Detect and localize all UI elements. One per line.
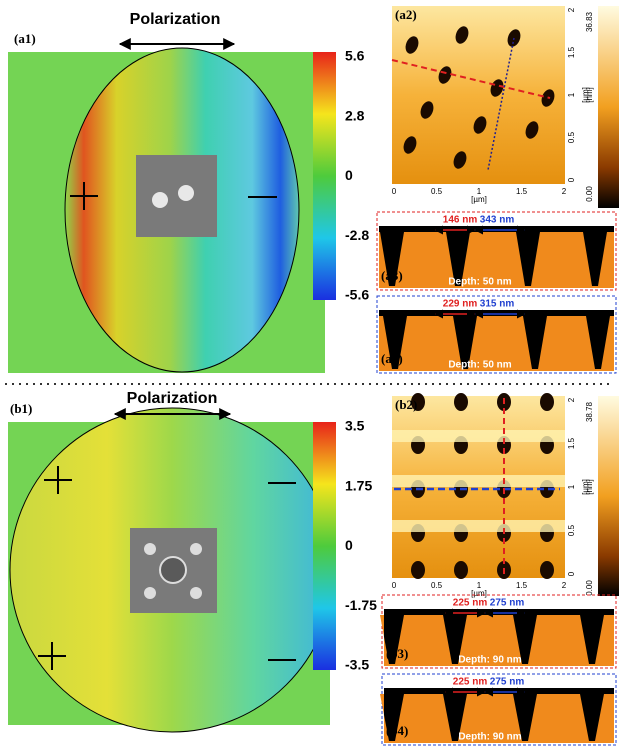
y-tick-label: 2 bbox=[567, 397, 576, 402]
nanohole bbox=[540, 393, 554, 411]
colorbar-label: -1.75 bbox=[345, 597, 377, 613]
width-label: 225 nm bbox=[453, 677, 488, 688]
x-tick-label: 0.5 bbox=[431, 581, 443, 590]
x-tick-label: 1.5 bbox=[516, 187, 528, 196]
y-tick-label: 0 bbox=[567, 571, 576, 576]
x-tick-label: 2 bbox=[562, 581, 567, 590]
colorbar-label: 3.5 bbox=[345, 418, 365, 434]
y-tick-label: 2 bbox=[567, 7, 576, 12]
y-tick-label: 0.5 bbox=[567, 131, 576, 143]
depth-label: Depth: 50 nm bbox=[448, 360, 511, 371]
x-tick-label: 2 bbox=[562, 187, 567, 196]
colorbar-label: -5.6 bbox=[345, 287, 369, 303]
nanohole bbox=[454, 393, 468, 411]
x-tick-label: 0 bbox=[392, 187, 397, 196]
polarization-label: Polarization bbox=[130, 11, 221, 28]
width-label: 275 nm bbox=[490, 677, 525, 688]
nanohole bbox=[190, 543, 202, 555]
height-colorbar bbox=[598, 6, 619, 208]
width-label: 229 nm bbox=[443, 299, 478, 310]
sem-inset bbox=[136, 155, 217, 237]
y-tick-label: 1 bbox=[567, 92, 576, 97]
colorbar-min: 0.00 bbox=[585, 186, 594, 202]
colorbar bbox=[313, 422, 336, 670]
y-tick-label: 1.5 bbox=[567, 46, 576, 58]
nanohole bbox=[144, 543, 156, 555]
stripe bbox=[392, 430, 565, 442]
y-tick-label: 0.5 bbox=[567, 524, 576, 536]
y-tick-label: 0 bbox=[567, 177, 576, 182]
width-label: 225 nm bbox=[453, 598, 488, 609]
height-colorbar bbox=[598, 396, 619, 596]
colorbar-unit: [nm] bbox=[585, 87, 594, 103]
colorbar-max: 36.83 bbox=[585, 11, 594, 32]
colorbar-unit: [nm] bbox=[585, 479, 594, 495]
depth-label: Depth: 90 nm bbox=[458, 655, 521, 666]
stripe bbox=[392, 520, 565, 532]
y-tick-label: 1 bbox=[567, 484, 576, 489]
panel-label: (a1) bbox=[14, 31, 36, 46]
colorbar-label: 0 bbox=[345, 537, 353, 553]
nanohole bbox=[190, 587, 202, 599]
x-tick-label: 0 bbox=[392, 581, 397, 590]
width-label: 146 nm bbox=[443, 215, 478, 226]
nanohole bbox=[178, 185, 194, 201]
panel-label: (b2) bbox=[395, 397, 417, 412]
stripe bbox=[392, 475, 565, 487]
width-label: 315 nm bbox=[480, 299, 515, 310]
colorbar-label: -2.8 bbox=[345, 227, 369, 243]
colorbar bbox=[313, 52, 336, 300]
panel-label: (b1) bbox=[10, 401, 32, 416]
nanohole bbox=[411, 561, 425, 579]
nanohole bbox=[454, 561, 468, 579]
width-label: 343 nm bbox=[480, 215, 515, 226]
panel-label: (a2) bbox=[395, 7, 417, 22]
nanohole bbox=[540, 561, 554, 579]
colorbar-label: 2.8 bbox=[345, 107, 365, 123]
x-tick-label: 0.5 bbox=[431, 187, 443, 196]
y-tick-label: 1.5 bbox=[567, 437, 576, 449]
nanohole bbox=[152, 192, 168, 208]
colorbar-label: 1.75 bbox=[345, 477, 372, 493]
panel-label: (a3) bbox=[381, 268, 403, 283]
colorbar-min: 0.00 bbox=[585, 580, 594, 596]
width-label: 275 nm bbox=[490, 598, 525, 609]
colorbar-label: 0 bbox=[345, 167, 353, 183]
panel-label: (b4) bbox=[386, 723, 408, 738]
nanohole bbox=[160, 557, 186, 583]
colorbar-max: 38.78 bbox=[585, 401, 594, 422]
x-tick-label: 1.5 bbox=[516, 581, 528, 590]
depth-label: Depth: 90 nm bbox=[458, 732, 521, 743]
colorbar-label: -3.5 bbox=[345, 657, 369, 673]
depth-label: Depth: 50 nm bbox=[448, 277, 511, 288]
panel-label: (a4) bbox=[381, 351, 403, 366]
x-unit: [µm] bbox=[471, 195, 487, 204]
figure: Polarization (a1) Polarization (b1) 5.6 2… bbox=[0, 0, 619, 747]
polarization-label: Polarization bbox=[127, 390, 218, 407]
nanohole bbox=[144, 587, 156, 599]
panel-label: (b3) bbox=[386, 646, 408, 661]
colorbar-label: 5.6 bbox=[345, 48, 365, 64]
